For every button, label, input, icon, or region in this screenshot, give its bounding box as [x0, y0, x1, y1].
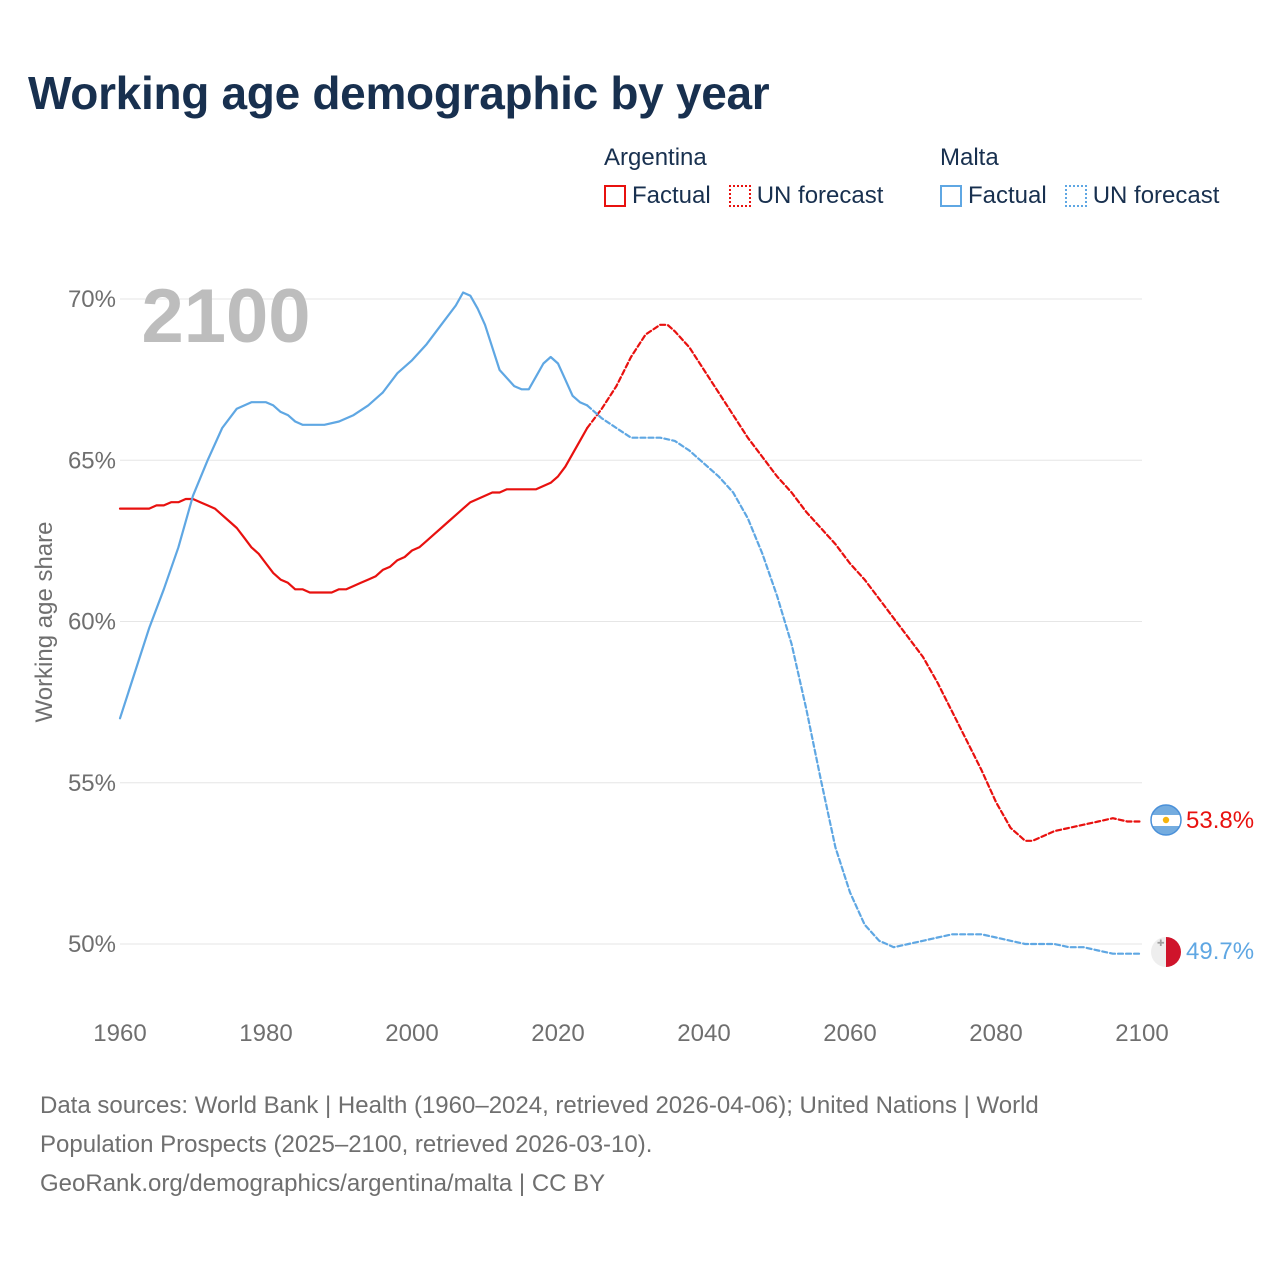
series-line-malta-factual[interactable] — [118, 291, 589, 720]
legend-swatch-solid — [940, 185, 962, 207]
legend-label: Factual — [632, 182, 711, 209]
legend-item-argentina-factual[interactable]: Factual — [604, 182, 711, 210]
malta-flag-icon: ✚ — [1151, 937, 1181, 967]
legend-swatch-solid — [604, 185, 626, 207]
y-axis-label: Working age share — [31, 522, 58, 723]
footer-sources: Data sources: World Bank | Health (1960–… — [40, 1086, 1200, 1203]
legend-group-argentina: Argentina Factual UN forecast — [604, 144, 883, 210]
legend-label: Factual — [968, 182, 1047, 209]
footer-line: Data sources: World Bank | Health (1960–… — [40, 1092, 1039, 1119]
y-axis: 50% 55% 60% 65% 70% — [68, 286, 116, 958]
chart-title: Working age demographic by year — [28, 67, 770, 119]
legend-item-malta-factual[interactable]: Factual — [940, 182, 1047, 210]
y-tick-label: 65% — [68, 447, 116, 474]
series-line-malta-forecast[interactable] — [586, 404, 1144, 955]
legend-label: UN forecast — [756, 182, 884, 209]
legend-item-malta-forecast[interactable]: UN forecast — [1064, 182, 1220, 210]
series-line-argentina-factual[interactable] — [118, 426, 589, 594]
x-tick-label: 2040 — [677, 1020, 730, 1047]
x-tick-label: 2000 — [385, 1020, 438, 1047]
x-tick-label: 2060 — [823, 1020, 876, 1047]
x-tick-label: 2020 — [531, 1020, 584, 1047]
svg-text:✚: ✚ — [1157, 938, 1165, 948]
y-tick-label: 60% — [68, 609, 116, 636]
x-tick-label: 2100 — [1115, 1020, 1168, 1047]
y-tick-label: 50% — [68, 931, 116, 958]
legend-item-argentina-forecast[interactable]: UN forecast — [728, 182, 884, 210]
legend-group-malta: Malta Factual UN forecast — [940, 144, 1219, 210]
legend-group-title: Argentina — [604, 144, 707, 171]
legend-swatch-dotted — [728, 185, 751, 207]
grid-layer — [120, 298, 1142, 945]
series-layer — [118, 291, 1144, 955]
line-chart: 50% 55% 60% 65% 70% 1960 1980 2000 2020 2040 2060… — [31, 274, 1254, 1047]
end-label-argentina: 53.8% — [1186, 807, 1254, 834]
legend-swatch-dotted — [1064, 185, 1087, 207]
x-tick-label: 1960 — [93, 1020, 146, 1047]
y-tick-label: 55% — [68, 770, 116, 797]
y-tick-label: 70% — [68, 286, 116, 313]
year-overlay: 2100 — [141, 274, 310, 359]
end-label-malta: 49.7% — [1186, 938, 1254, 965]
legend-group-title: Malta — [940, 144, 999, 171]
legend-label: UN forecast — [1092, 182, 1220, 209]
argentina-flag-icon — [1150, 804, 1182, 836]
footer-line: Population Prospects (2025–2100, retriev… — [40, 1131, 653, 1158]
x-tick-label: 1980 — [239, 1020, 292, 1047]
x-tick-label: 2080 — [969, 1020, 1022, 1047]
x-axis: 1960 1980 2000 2020 2040 2060 2080 2100 — [93, 1020, 1168, 1047]
footer-line: GeoRank.org/demographics/argentina/malta… — [40, 1170, 606, 1197]
series-line-argentina-forecast[interactable] — [586, 323, 1144, 842]
